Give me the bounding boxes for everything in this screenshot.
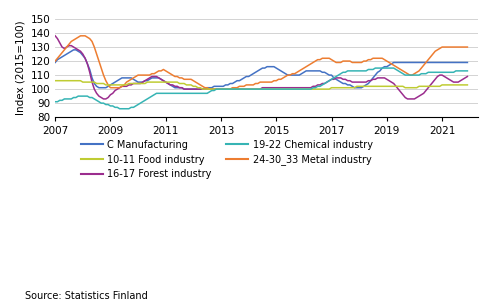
Y-axis label: Index (2015=100): Index (2015=100) [15, 21, 25, 116]
Legend: C Manufacturing, 10-11 Food industry, 16-17 Forest industry, 19-22 Chemical indu: C Manufacturing, 10-11 Food industry, 16… [81, 140, 373, 179]
Text: Source: Statistics Finland: Source: Statistics Finland [25, 291, 147, 301]
